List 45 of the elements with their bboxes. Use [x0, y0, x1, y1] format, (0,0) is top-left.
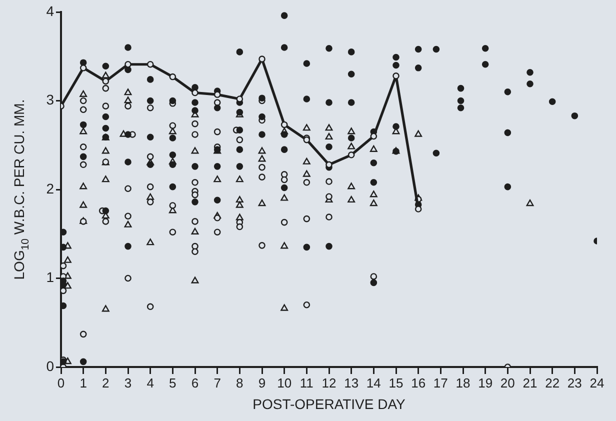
point [392, 72, 400, 80]
x-tick-label: 14 [366, 375, 381, 390]
x-tick-label: 20 [500, 375, 515, 390]
x-tick-label: 10 [277, 375, 292, 390]
x-tick-label: 23 [567, 375, 582, 390]
point [169, 73, 176, 80]
x-tick-label: 7 [214, 375, 221, 390]
y-tick-label: 4 [46, 2, 54, 19]
point [80, 64, 87, 72]
x-tick-label: 5 [169, 375, 176, 390]
x-tick-label: 6 [191, 375, 199, 390]
y-tick-label: 2 [46, 180, 54, 196]
x-tick-label: 3 [124, 375, 132, 390]
x-tick-label: 18 [456, 375, 470, 390]
y-tick-label: 0 [46, 358, 54, 374]
point [348, 151, 355, 158]
x-tick-label: 17 [433, 375, 448, 390]
point [258, 56, 266, 62]
point [146, 60, 154, 68]
x-tick-label: 16 [411, 375, 426, 390]
x-tick-label: 11 [300, 375, 314, 390]
point [414, 206, 422, 212]
x-axis-title: POST-OPERATIVE DAY [252, 396, 406, 412]
point [214, 91, 221, 98]
x-tick-label: 4 [146, 375, 154, 390]
point [236, 96, 244, 102]
x-tick-label: 24 [590, 375, 604, 390]
point [280, 121, 288, 128]
x-tick-label: 13 [344, 375, 359, 390]
point [192, 89, 198, 96]
x-tick-label: 22 [545, 375, 560, 390]
x-tick-label: 12 [322, 375, 336, 390]
point [102, 78, 110, 85]
x-tick-label: 15 [388, 375, 404, 390]
y-axis-title: LOG10 W.B.C. PER CU. MM. [10, 99, 32, 280]
y-tick-label: 3 [46, 92, 54, 108]
x-tick-label: 21 [522, 375, 538, 390]
x-tick-label: 19 [478, 375, 493, 390]
x-tick-label: 8 [236, 375, 244, 390]
x-tick-label: 1 [80, 375, 87, 390]
y-tick-label: 1 [46, 269, 54, 286]
point [124, 60, 132, 68]
x-tick-label: 0 [57, 375, 65, 390]
x-tick-label: 9 [258, 375, 266, 390]
x-tick-label: 2 [102, 375, 110, 390]
